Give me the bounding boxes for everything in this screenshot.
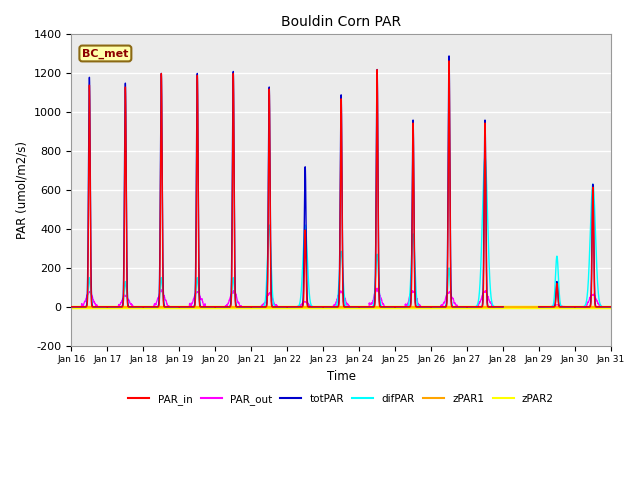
Y-axis label: PAR (umol/m2/s): PAR (umol/m2/s) — [15, 141, 28, 239]
Legend: PAR_in, PAR_out, totPAR, difPAR, zPAR1, zPAR2: PAR_in, PAR_out, totPAR, difPAR, zPAR1, … — [124, 390, 558, 409]
Text: BC_met: BC_met — [82, 48, 129, 59]
X-axis label: Time: Time — [326, 370, 356, 383]
Title: Bouldin Corn PAR: Bouldin Corn PAR — [281, 15, 401, 29]
